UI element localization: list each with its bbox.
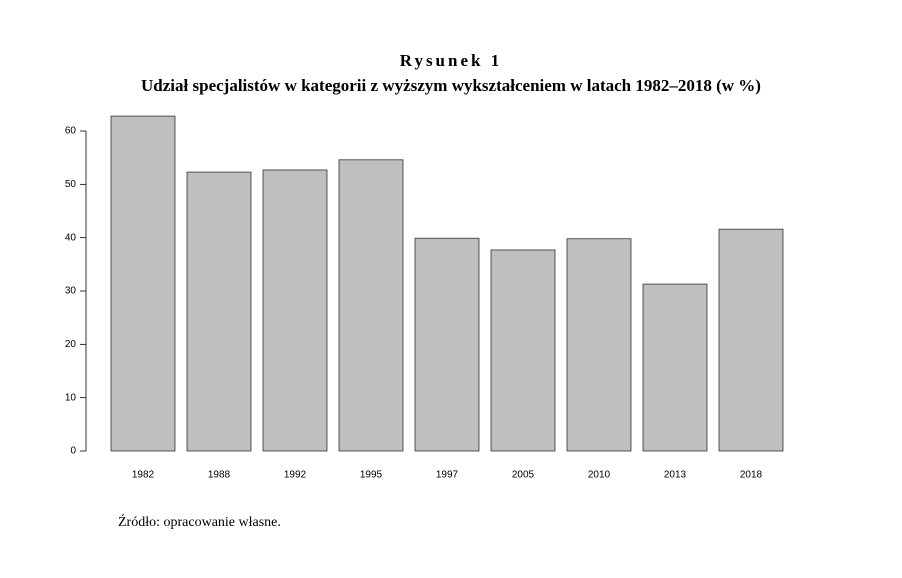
x-tick-label: 2018 bbox=[740, 470, 763, 481]
chart-title: Rysunek 1 bbox=[400, 51, 502, 70]
bar bbox=[566, 238, 632, 452]
y-tick-label: 60 bbox=[65, 126, 77, 137]
x-tick-label: 1992 bbox=[284, 470, 307, 481]
x-tick-label: 2010 bbox=[588, 470, 611, 481]
x-tick-label: 1982 bbox=[132, 470, 155, 481]
x-tick-label: 1997 bbox=[436, 470, 459, 481]
y-tick-label: 40 bbox=[65, 232, 77, 243]
bar bbox=[338, 159, 404, 452]
bar bbox=[186, 171, 252, 452]
x-tick-label: 2013 bbox=[664, 470, 687, 481]
bar bbox=[414, 237, 480, 452]
y-tick-label: 0 bbox=[70, 446, 76, 457]
bar bbox=[642, 283, 708, 452]
y-tick-label: 30 bbox=[65, 286, 77, 297]
y-tick-label: 10 bbox=[65, 392, 77, 403]
y-tick-label: 50 bbox=[65, 179, 77, 190]
bar bbox=[490, 249, 556, 452]
x-tick-label: 1988 bbox=[208, 470, 231, 481]
bar bbox=[110, 115, 176, 452]
y-tick-label: 20 bbox=[65, 339, 77, 350]
x-tick-label: 2005 bbox=[512, 470, 535, 481]
x-tick-label: 1995 bbox=[360, 470, 383, 481]
source-note: Źródło: opracowanie własne. bbox=[118, 513, 281, 530]
bar bbox=[718, 228, 784, 452]
bar bbox=[262, 169, 328, 452]
chart-subtitle: Udział specjalistów w kategorii z wyższy… bbox=[141, 76, 761, 95]
